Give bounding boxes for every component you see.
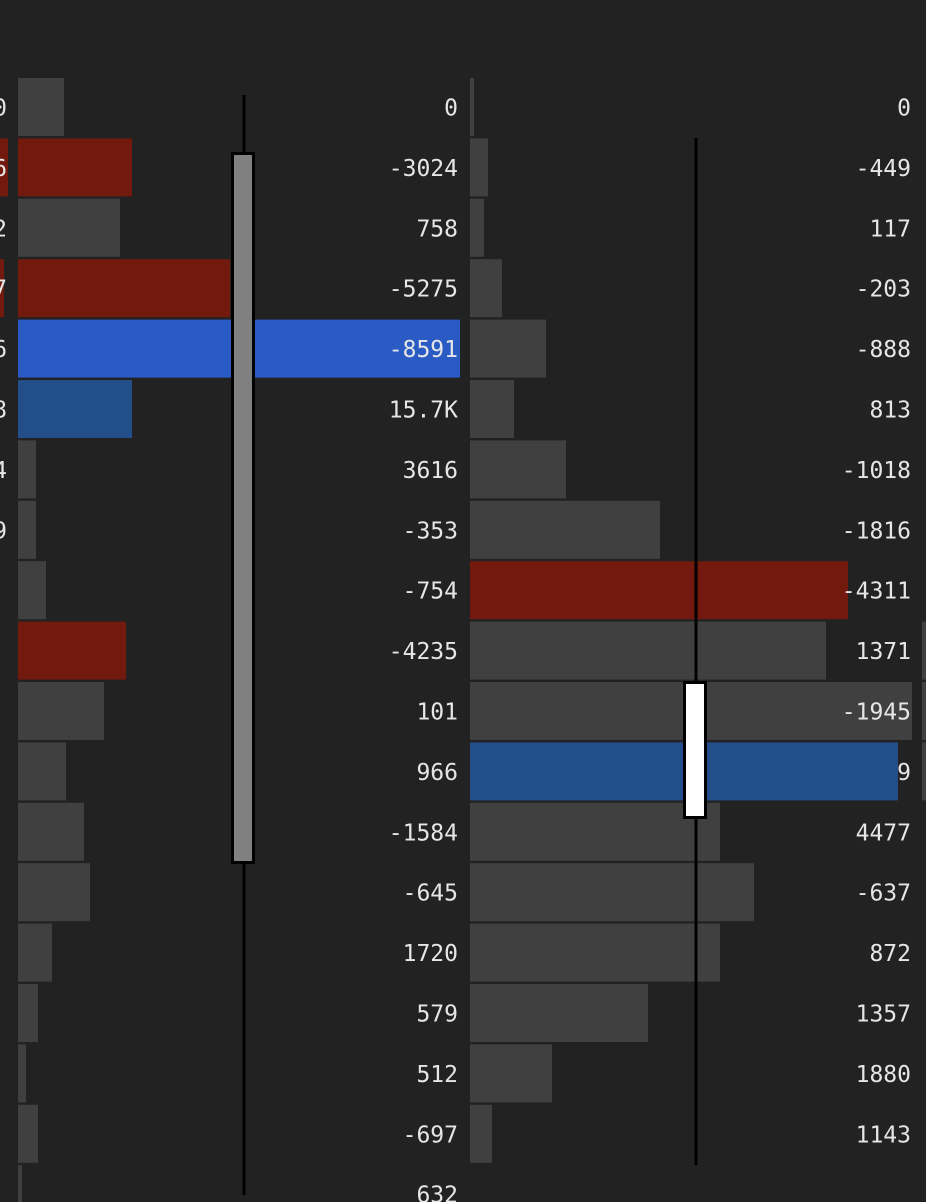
edge-bar <box>922 621 926 680</box>
left-bar <box>18 138 132 197</box>
right-bar <box>470 138 488 197</box>
price-label: -4235 <box>389 639 458 665</box>
right-bar <box>470 198 484 257</box>
right-bar <box>470 259 502 318</box>
price-label: -1584 <box>389 820 458 846</box>
price-label: 7 <box>0 277 7 303</box>
left-edge-bar <box>0 138 8 197</box>
price-label: 758 <box>416 216 458 242</box>
price-label: -5275 <box>389 277 458 303</box>
edge-bar <box>922 742 926 801</box>
price-label: -637 <box>856 881 911 907</box>
left-bar <box>18 440 36 499</box>
price-label: -1945 <box>842 700 911 726</box>
price-label: -754 <box>403 579 458 605</box>
left-bar <box>18 1104 38 1163</box>
price-label: -4311 <box>842 579 911 605</box>
right-bar <box>470 1104 492 1163</box>
price-label: 0 <box>897 96 911 122</box>
left-bar <box>18 561 46 620</box>
left-bar <box>18 682 104 740</box>
left-bar <box>18 923 52 982</box>
price-label: -697 <box>403 1122 458 1148</box>
price-label: -353 <box>403 518 458 544</box>
price-label: 6 <box>0 156 7 182</box>
price-label: -1018 <box>842 458 911 484</box>
price-label: -203 <box>856 277 911 303</box>
right-bar <box>470 984 648 1042</box>
left-bar <box>18 500 36 559</box>
left-bar <box>18 198 120 257</box>
price-label: 0 <box>444 96 458 122</box>
right-bar <box>470 923 720 982</box>
bars <box>0 78 926 1202</box>
right-bar <box>470 500 660 559</box>
right-bar <box>470 78 474 136</box>
right-bar <box>470 863 754 922</box>
right-bar <box>470 621 826 680</box>
price-label: 117 <box>869 216 911 242</box>
right-candle-body <box>683 681 707 819</box>
price-label: 1357 <box>856 1002 911 1028</box>
price-label: 8 <box>0 398 7 424</box>
price-label: 9 <box>897 760 911 786</box>
price-label: 1880 <box>856 1062 911 1088</box>
price-label: 15.7K <box>389 398 458 424</box>
price-label: -645 <box>403 881 458 907</box>
price-label: 4477 <box>856 820 911 846</box>
price-label: 6 <box>0 337 7 363</box>
left-bar <box>18 802 84 861</box>
right-bar <box>470 440 566 499</box>
left-bar <box>18 863 90 922</box>
price-label: 966 <box>416 760 458 786</box>
price-label: 1143 <box>856 1122 911 1148</box>
right-bar <box>470 380 514 438</box>
right-bar <box>470 561 848 620</box>
price-label: 9 <box>0 518 7 544</box>
price-label: -449 <box>856 156 911 182</box>
right-bar <box>470 1044 552 1103</box>
left-bar <box>18 1044 26 1103</box>
right-bar <box>470 319 546 378</box>
left-bar <box>18 78 64 136</box>
left-bar <box>18 380 132 438</box>
left-edge-bar <box>0 259 4 318</box>
price-label: 1720 <box>403 941 458 967</box>
labels: 0 6 2 7 6 8 4 9 0 -3024 758 -5275 -8591 15.7K 3616 -353… <box>0 96 911 1202</box>
left-bar <box>18 984 38 1042</box>
price-label: 813 <box>869 398 911 424</box>
price-label: 872 <box>869 941 911 967</box>
price-label: 1371 <box>856 639 911 665</box>
left-candle-body <box>231 152 255 864</box>
price-label: -8591 <box>389 337 458 363</box>
edge-bar <box>922 682 926 740</box>
price-label: 3616 <box>403 458 458 484</box>
price-label: 632 <box>416 1183 458 1202</box>
left-bar <box>18 621 126 680</box>
price-label: -3024 <box>389 156 458 182</box>
price-label: -1816 <box>842 518 911 544</box>
price-label: 0 <box>0 96 7 122</box>
price-label: -888 <box>856 337 911 363</box>
left-bar <box>18 259 230 318</box>
left-bar <box>18 742 66 801</box>
price-label: 4 <box>0 458 7 484</box>
price-label: 579 <box>416 1002 458 1028</box>
right-bar <box>470 802 720 861</box>
left-bar <box>18 1165 22 1202</box>
price-label: 2 <box>0 216 7 242</box>
price-label: 512 <box>416 1062 458 1088</box>
price-label: 101 <box>416 700 458 726</box>
